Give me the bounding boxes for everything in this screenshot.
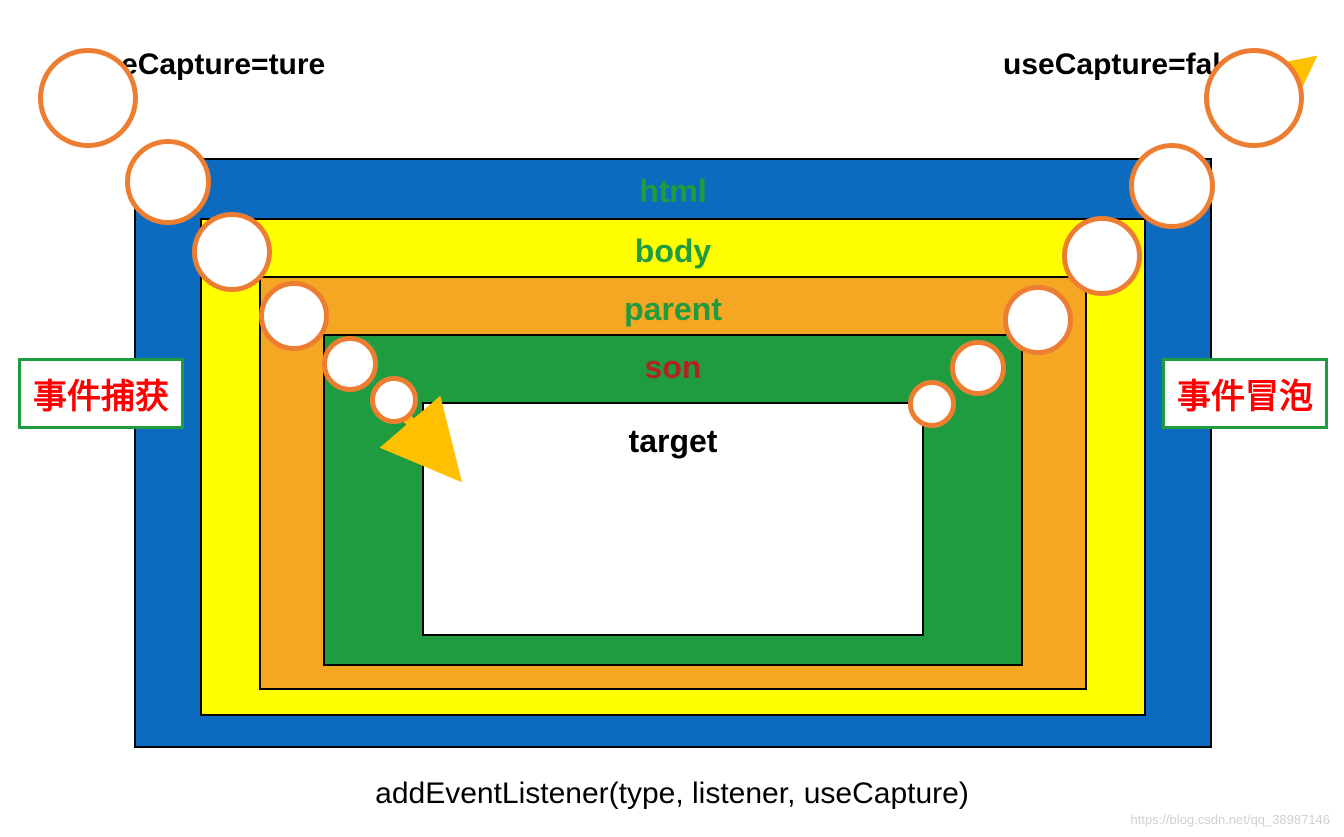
add-event-listener-signature: addEventListener(type, listener, useCapt… <box>0 777 1344 811</box>
layer-target: target <box>422 402 924 636</box>
bubble-bubble-1 <box>1129 143 1215 229</box>
layer-parent: parent son target <box>259 276 1087 690</box>
bubble-bubble-3 <box>1003 285 1073 355</box>
bubble-bubble-2 <box>1062 216 1142 296</box>
layer-html: html body parent son target <box>134 158 1212 748</box>
bubble-bubble-0 <box>1204 48 1304 148</box>
layer-html-label: html <box>136 160 1210 210</box>
watermark: https://blog.csdn.net/qq_38987146 <box>1131 812 1331 827</box>
layer-parent-label: parent <box>261 278 1085 328</box>
layer-target-label: target <box>424 404 922 460</box>
layer-body-label: body <box>202 220 1143 270</box>
bubble-phase-label: 事件冒泡 <box>1162 358 1328 429</box>
event-flow-diagram: html body parent son target <box>134 158 1212 748</box>
capture-bubble-2 <box>192 212 272 292</box>
capture-bubble-0 <box>38 48 138 148</box>
bubble-bubble-5 <box>908 380 956 428</box>
bubble-bubble-4 <box>950 340 1006 396</box>
layer-son-label: son <box>325 336 1022 386</box>
layer-body: body parent son target <box>200 218 1145 716</box>
capture-bubble-3 <box>259 281 329 351</box>
capture-bubble-1 <box>125 139 211 225</box>
capture-phase-label: 事件捕获 <box>18 358 184 429</box>
capture-bubble-4 <box>322 336 378 392</box>
capture-bubble-5 <box>370 376 418 424</box>
